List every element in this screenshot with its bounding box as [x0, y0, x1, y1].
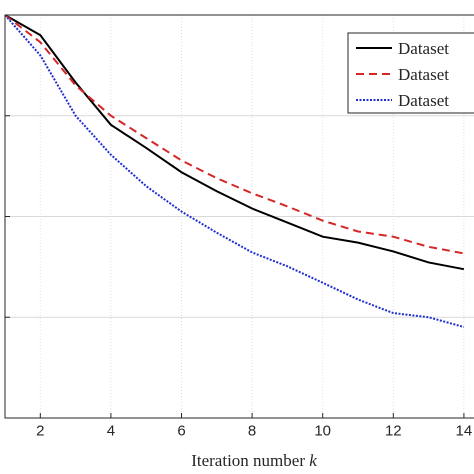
x-tick-label: 6 [177, 422, 185, 439]
grid [5, 14, 474, 419]
x-tick-label: 2 [36, 422, 44, 439]
x-axis-label-text: Iteration number [191, 451, 305, 470]
legend-label: Dataset [398, 39, 449, 58]
legend-label: Dataset [398, 91, 449, 110]
legend: Dataset Dataset Dataset [347, 32, 474, 114]
x-tick-label: 14 [456, 422, 473, 439]
x-tick-label: 8 [248, 422, 256, 439]
x-axis-label-var: k [309, 451, 317, 470]
x-tick-label: 4 [107, 422, 115, 439]
legend-label: Dataset [398, 65, 449, 84]
lines [5, 15, 465, 328]
x-axis-label: Iteration number k [191, 451, 317, 470]
x-tick-label: 12 [385, 422, 402, 439]
data-line [5, 15, 465, 255]
ticks: 2 4 6 8 10 12 14 [5, 14, 473, 439]
x-tick-label: 10 [314, 422, 331, 439]
